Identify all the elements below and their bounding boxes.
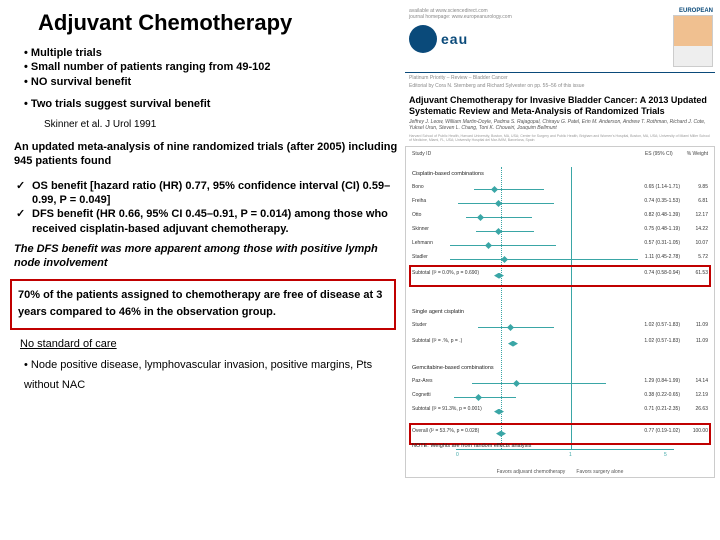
check-item: OS benefit [hazard ratio (HR) 0.77, 95% … — [14, 179, 400, 208]
forest-row: Cognetti0.38 (0.22-0.65)12.19 — [406, 391, 714, 405]
forest-point-icon — [507, 324, 514, 331]
forest-xaxis-right: Favors surgery alone — [576, 469, 623, 475]
forest-row-es: 0.65 (1.14-1.71) — [644, 184, 680, 190]
forest-row: Freiha0.74 (0.35-1.53)6.81 — [406, 197, 714, 211]
journal-header: available at www.sciencedirect.com journ… — [405, 5, 715, 73]
meta-analysis-intro: An updated meta-analysis of nine randomi… — [14, 140, 400, 169]
forest-row — [406, 287, 714, 301]
eau-logo-icon — [409, 25, 437, 53]
forest-row-wt: 5.72 — [698, 254, 708, 260]
forest-row-label: Subtotal (I² = 91.3%, p = 0.001) — [412, 406, 492, 412]
final-bullet: Node positive disease, lymphovascular in… — [24, 356, 400, 396]
forest-ci-line — [454, 397, 516, 398]
forest-ci-line — [474, 189, 544, 190]
forest-row-wt: 6.81 — [698, 198, 708, 204]
forest-highlight-box — [409, 265, 711, 287]
forest-header-wt: % Weight — [687, 151, 708, 157]
forest-row-es: 0.57 (0.31-1.05) — [644, 240, 680, 246]
forest-row-wt: 14.14 — [695, 378, 708, 384]
forest-point-icon — [495, 228, 502, 235]
bullet: Multiple trials — [24, 46, 400, 60]
bullet: Two trials suggest survival benefit — [24, 97, 400, 111]
forest-ci-line — [472, 383, 606, 384]
forest-xaxis: 0 1 5 — [456, 449, 674, 459]
forest-row-es: 1.02 (0.57-1.83) — [644, 322, 680, 328]
forest-tick: 1 — [569, 452, 572, 458]
journal-affil: Harvard School of Public Health, Harvard… — [409, 134, 711, 142]
forest-point-icon — [491, 186, 498, 193]
forest-header-es: ES (95% CI) — [645, 151, 673, 157]
forest-header-id: Study ID — [412, 151, 431, 157]
forest-row-es: 0.38 (0.22-0.65) — [644, 392, 680, 398]
forest-tick: 0 — [456, 452, 459, 458]
forest-row-wt: 11.09 — [696, 338, 708, 344]
forest-row: Bono0.65 (1.14-1.71)9.85 — [406, 183, 714, 197]
forest-row-wt: 26.63 — [695, 406, 708, 412]
forest-row: Skinner0.75 (0.48-1.19)14.22 — [406, 225, 714, 239]
check-item: DFS benefit (HR 0.66, 95% CI 0.45–0.91, … — [14, 207, 400, 236]
forest-row-wt: 12.17 — [695, 212, 708, 218]
forest-row: Paz-Ares1.29 (0.84-1.99)14.14 — [406, 377, 714, 391]
journal-article-title: Adjuvant Chemotherapy for Invasive Bladd… — [409, 95, 711, 117]
forest-row-wt: 9.85 — [698, 184, 708, 190]
forest-row-wt: 10.07 — [695, 240, 708, 246]
forest-diamond-icon — [494, 409, 504, 415]
forest-row-es: 0.74 (0.35-1.53) — [644, 198, 680, 204]
bullet: Node positive disease, lymphovascular in… — [24, 356, 400, 396]
forest-ci-line — [450, 259, 638, 260]
forest-row: Subtotal (I² = .%, p = .) 1.02 (0.57-1.83… — [406, 337, 714, 351]
forest-row-es: 0.75 (0.48-1.19) — [644, 226, 680, 232]
forest-row-wt: 12.19 — [695, 392, 708, 398]
forest-footer: Favors adjuvant chemotherapy Favors surg… — [406, 469, 714, 475]
no-standard-label: No standard of care — [20, 338, 400, 350]
forest-row-es: 0.82 (0.48-1.39) — [644, 212, 680, 218]
journal-brand: EUROPEAN — [679, 8, 713, 14]
page-title: Adjuvant Chemotherapy — [38, 10, 400, 36]
journal-homepage: journal homepage: www.europeanurology.co… — [409, 14, 715, 20]
forest-tick: 5 — [664, 452, 667, 458]
journal-editorial: Editorial by Cora N. Sternberg and Richa… — [409, 83, 711, 89]
bullet: Small number of patients ranging from 49… — [24, 60, 400, 74]
forest-point-icon — [501, 256, 508, 263]
forest-row-wt: 11.09 — [696, 322, 708, 328]
forest-plot: Study ID % Weight ES (95% CI) Cisplatin-… — [405, 146, 715, 478]
forest-row: Otto0.82 (0.48-1.39)12.17 — [406, 211, 714, 225]
forest-ci-line — [458, 203, 554, 204]
forest-point-icon — [513, 380, 520, 387]
forest-section-label: Cisplatin-based combinations — [412, 171, 484, 177]
forest-xaxis-left: Favors adjuvant chemotherapy — [497, 469, 566, 475]
forest-ci-line — [478, 327, 554, 328]
forest-row-es: 1.02 (0.57-1.83) — [644, 338, 680, 344]
highlight-box: 70% of the patients assigned to chemothe… — [10, 279, 396, 330]
forest-highlight-box — [409, 423, 711, 445]
dfs-note: The DFS benefit was more apparent among … — [14, 242, 396, 271]
forest-diamond-icon — [508, 341, 518, 347]
eau-label: eau — [441, 31, 468, 47]
forest-point-icon — [495, 200, 502, 207]
forest-section-label: Single agent cisplatin — [412, 309, 464, 315]
forest-row: Subtotal (I² = 91.3%, p = 0.001) 0.71 (0.… — [406, 405, 714, 419]
forest-row-es: 1.11 (0.45-2.78) — [645, 254, 680, 260]
journal-authors: Jeffrey J. Leow, William Martin-Doyle, P… — [409, 119, 711, 132]
forest-row-es: 0.71 (0.21-2.35) — [644, 406, 680, 412]
journal-category: Platinum Priority – Review – Bladder Can… — [409, 75, 711, 81]
bullet: NO survival benefit — [24, 75, 400, 89]
forest-ci-line — [450, 245, 556, 246]
forest-row-label: Subtotal (I² = .%, p = .) — [412, 338, 492, 344]
forest-row: Lehmann0.57 (0.31-1.05)10.07 — [406, 239, 714, 253]
forest-row-es: 1.29 (0.84-1.99) — [644, 378, 680, 384]
bullets-group-1: Multiple trials Small number of patients… — [24, 46, 400, 89]
forest-section-label: Gemcitabine-based combinations — [412, 365, 494, 371]
citation: Skinner et al. J Urol 1991 — [44, 119, 400, 130]
journal-cover-icon — [673, 15, 713, 67]
forest-row-wt: 14.22 — [695, 226, 708, 232]
forest-ci-line — [476, 231, 534, 232]
forest-row: Studer1.02 (0.57-1.83)11.09 — [406, 321, 714, 335]
bullets-group-2: Two trials suggest survival benefit — [24, 97, 400, 111]
checklist: OS benefit [hazard ratio (HR) 0.77, 95% … — [14, 179, 400, 236]
